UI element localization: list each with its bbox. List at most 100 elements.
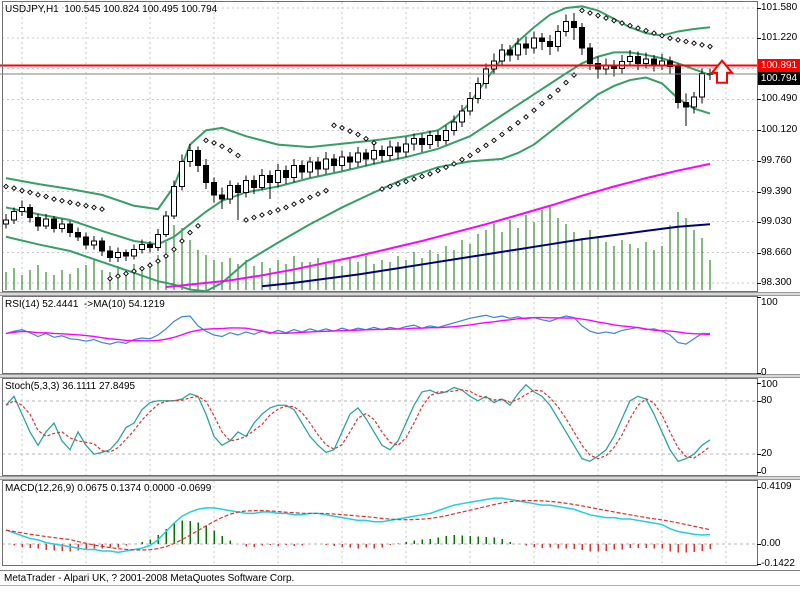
candle-bearish — [507, 49, 513, 56]
parabolic-sar-dot — [451, 160, 457, 167]
price-axis-label: 99.760 — [761, 155, 792, 166]
parabolic-sar-dot — [299, 197, 305, 204]
candle-bearish — [35, 217, 41, 227]
parabolic-sar-dot — [291, 201, 297, 207]
panel-splitter[interactable] — [0, 292, 800, 296]
candle-bullish — [43, 218, 49, 227]
parabolic-sar-dot — [235, 152, 241, 159]
parabolic-sar-dot — [107, 275, 113, 282]
rsi-line — [5, 314, 710, 345]
axis-tickmark — [757, 192, 761, 193]
parabolic-sar-dot — [355, 131, 361, 138]
parabolic-sar-dot — [155, 258, 161, 264]
parabolic-sar-dot — [467, 152, 473, 159]
candle-bearish — [267, 175, 273, 183]
candle-bearish — [219, 194, 225, 200]
parabolic-sar-dot — [635, 25, 641, 32]
parabolic-sar-dot — [619, 20, 625, 26]
parabolic-sar-dot — [195, 222, 201, 229]
candle-bearish — [251, 180, 257, 188]
parabolic-sar-dot — [507, 125, 513, 132]
axis-tickmark — [757, 401, 761, 402]
macd-signal-line — [5, 500, 711, 551]
axis-tickmark — [757, 373, 761, 374]
price-axis-label: 100.120 — [761, 124, 798, 135]
candle-bearish — [99, 240, 105, 252]
candle-bearish — [635, 56, 641, 64]
candle-bullish — [187, 149, 193, 162]
candle-bearish — [83, 236, 89, 246]
candle-bullish — [275, 170, 281, 183]
candle-bearish — [235, 185, 241, 193]
time-axis[interactable] — [0, 585, 800, 600]
parabolic-sar-dot — [491, 137, 497, 144]
parabolic-sar-dot — [163, 253, 169, 259]
candle-bullish — [323, 158, 329, 170]
parabolic-sar-dot — [339, 124, 345, 131]
candle-bearish — [211, 181, 217, 196]
parabolic-sar-dot — [11, 185, 17, 192]
parabolic-sar-dot — [267, 209, 273, 216]
stoch-signal-line — [5, 389, 711, 460]
parabolic-sar-dot — [131, 268, 137, 275]
parabolic-sar-dot — [371, 140, 377, 146]
price-axis-label: 98.300 — [761, 277, 792, 288]
price-axis-label: 101.220 — [761, 32, 798, 43]
candle-bullish — [459, 110, 465, 123]
parabolic-sar-dot — [275, 207, 281, 213]
parabolic-sar-dot — [35, 191, 41, 198]
main-price-panel-frame[interactable] — [2, 1, 758, 292]
candle-bullish — [467, 98, 473, 112]
candle-bullish — [427, 134, 433, 146]
axis-tickmark — [757, 544, 761, 545]
rsi-panel-frame[interactable] — [2, 296, 758, 374]
candle-bearish — [283, 170, 289, 178]
axis-tickmark — [757, 472, 761, 473]
parabolic-sar-dot — [379, 186, 385, 192]
parabolic-sar-dot — [595, 12, 601, 19]
axis-tickmark — [757, 283, 761, 284]
parabolic-sar-dot — [587, 10, 593, 16]
parabolic-sar-dot — [667, 35, 673, 42]
parabolic-sar-dot — [547, 93, 553, 100]
parabolic-sar-dot — [219, 143, 225, 150]
parabolic-sar-dot — [499, 131, 505, 138]
candle-bullish — [659, 60, 665, 66]
candle-bearish — [51, 218, 57, 229]
parabolic-sar-dot — [179, 238, 185, 244]
candle-bearish — [203, 165, 209, 183]
parabolic-sar-dot — [707, 43, 713, 50]
parabolic-sar-dot — [51, 196, 57, 202]
candle-bullish — [627, 56, 633, 63]
parabolic-sar-dot — [475, 147, 481, 154]
candle-bullish — [155, 233, 161, 249]
parabolic-sar-dot — [643, 27, 649, 34]
buy-arrow-icon[interactable] — [709, 59, 735, 84]
candle-bearish — [147, 243, 153, 249]
macd-panel-frame[interactable] — [2, 480, 758, 566]
parabolic-sar-dot — [59, 197, 65, 204]
candle-bullish — [531, 37, 537, 49]
stoch-panel-frame[interactable] — [2, 378, 758, 476]
candle-bullish — [291, 165, 297, 178]
candle-bullish — [643, 58, 649, 64]
candle-bullish — [563, 20, 569, 32]
parabolic-sar-dot — [19, 187, 25, 194]
candle-bearish — [395, 146, 401, 153]
price-axis-label: 80 — [761, 395, 773, 406]
parabolic-sar-dot — [27, 189, 33, 196]
candle-bullish — [11, 211, 17, 221]
axis-tickmark — [757, 253, 761, 254]
parabolic-sar-dot — [395, 181, 401, 187]
candle-bearish — [299, 165, 305, 173]
panel-splitter[interactable] — [0, 476, 800, 480]
candle-bullish — [243, 180, 249, 193]
slow-ma-magenta — [165, 162, 711, 289]
panel-splitter[interactable] — [0, 374, 800, 378]
parabolic-sar-dot — [147, 262, 153, 269]
candle-bearish — [587, 47, 593, 64]
candle-bearish — [331, 158, 337, 167]
axis-tickmark — [757, 222, 761, 223]
parabolic-sar-dot — [659, 32, 665, 39]
